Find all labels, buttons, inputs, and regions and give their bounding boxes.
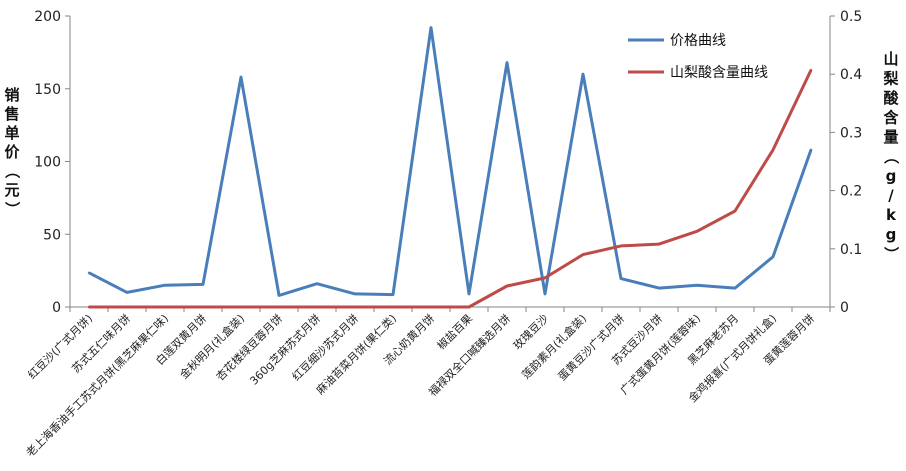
data-point — [809, 148, 813, 152]
right-axis-title-char: （ — [882, 149, 900, 164]
data-point — [429, 26, 433, 29]
data-point — [543, 276, 547, 280]
category-label: 杏花楼绿豆蓉月饼 — [213, 311, 285, 383]
data-point — [391, 293, 395, 296]
data-point — [353, 305, 357, 309]
data-point — [125, 305, 129, 309]
right-axis-title-char: 山 — [883, 50, 898, 68]
right-tick-label: 0.4 — [840, 67, 862, 83]
category-label: 360g芝麻苏式月饼 — [247, 311, 323, 387]
data-point — [657, 286, 661, 290]
right-tick-label: 0.3 — [840, 125, 862, 141]
legend-label: 价格曲线 — [670, 33, 726, 49]
right-tick-label: 0 — [840, 300, 849, 316]
category-label: 金秋明月(礼盒装) — [177, 311, 247, 381]
data-point — [657, 242, 661, 246]
data-point — [543, 292, 547, 296]
category-label: 红豆沙(广式月饼) — [25, 311, 95, 381]
data-point — [733, 209, 737, 213]
category-labels: 红豆沙(广式月饼)苏式五仁味月饼老上海香油手工苏式月饼(黑芝麻果仁味)白莲双黄月… — [23, 311, 817, 459]
left-axis-ticks: 0 50 100 150 200 — [34, 9, 70, 316]
data-point — [201, 283, 205, 286]
left-tick-label: 50 — [43, 227, 61, 243]
data-point — [239, 75, 243, 79]
left-tick-label: 150 — [34, 82, 61, 98]
right-axis-title-char: k — [886, 206, 897, 224]
data-point — [163, 305, 167, 309]
series-lines — [87, 26, 813, 309]
left-tick-label: 100 — [34, 155, 61, 171]
data-point — [619, 277, 623, 280]
legend-label: 山梨酸含量曲线 — [670, 65, 768, 81]
right-tick-label: 0.2 — [840, 184, 862, 200]
data-point — [315, 305, 319, 309]
category-label: 莲韵素月(礼盒装) — [519, 311, 589, 381]
right-axis-title-char: ） — [882, 246, 900, 261]
right-axis-title-char: g — [886, 226, 897, 244]
right-tick-label: 0.5 — [840, 9, 862, 25]
data-point — [809, 68, 813, 72]
data-point — [391, 305, 395, 309]
data-point — [201, 305, 205, 309]
left-tick-label: 200 — [34, 9, 61, 25]
right-axis-ticks: 0 0.1 0.2 0.3 0.4 0.5 — [830, 9, 862, 316]
data-point — [125, 291, 129, 294]
data-point — [619, 244, 623, 248]
data-point — [695, 283, 699, 287]
data-point — [429, 305, 433, 309]
left-axis-title-char: （ — [3, 163, 21, 178]
data-point — [505, 61, 509, 64]
series-line-sorbic-acid — [89, 69, 813, 309]
data-point — [239, 305, 243, 309]
right-tick-label: 0.1 — [840, 242, 862, 258]
left-axis-title-char: 单 — [4, 124, 19, 142]
data-point — [87, 305, 91, 309]
data-point — [353, 292, 357, 296]
right-axis-title-char: 含 — [883, 109, 899, 127]
left-axis-title-char: 销 — [4, 86, 19, 104]
right-axis-title-char: / — [888, 187, 894, 205]
data-point — [467, 305, 471, 309]
right-axis-title-char: g — [886, 167, 897, 185]
right-axis-title: 山梨酸含量（g/kg） — [882, 50, 900, 262]
data-point — [505, 284, 509, 288]
series-line-price — [88, 26, 813, 297]
category-label: 老上海香油手工苏式月饼(黑芝麻果仁味) — [23, 311, 171, 459]
left-axis-title-char: 元 — [4, 181, 19, 199]
data-point — [771, 255, 775, 259]
data-point — [277, 305, 281, 309]
right-axis-title-char: 酸 — [883, 89, 899, 107]
data-point — [277, 294, 281, 297]
left-axis-title-char: ） — [3, 201, 21, 216]
data-point — [771, 148, 775, 152]
data-point — [581, 253, 585, 256]
data-point — [733, 286, 737, 290]
right-axis-title-char: 梨 — [882, 70, 898, 88]
data-point — [315, 282, 319, 285]
left-axis-title-char: 售 — [4, 105, 19, 123]
data-point — [163, 283, 167, 287]
data-point — [581, 73, 585, 76]
category-label: 红豆细沙苏式月饼 — [289, 311, 361, 383]
data-point — [467, 292, 471, 296]
category-label: 蛋黄豆沙广式月饼 — [555, 311, 627, 383]
left-tick-label: 0 — [52, 300, 61, 316]
left-axis-title-char: 价 — [4, 143, 20, 161]
right-axis-title-char: 量 — [883, 128, 898, 146]
data-point — [87, 271, 91, 275]
data-point — [695, 230, 699, 233]
